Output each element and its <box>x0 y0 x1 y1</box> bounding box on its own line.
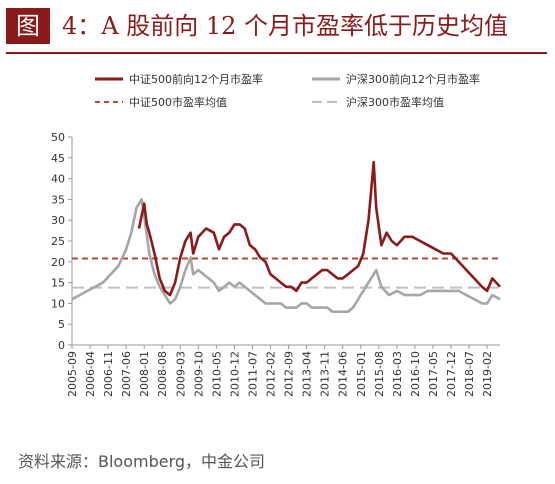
y-tick-label: 10 <box>51 297 65 310</box>
title-divider <box>6 52 547 54</box>
y-tick-label: 45 <box>51 152 65 165</box>
y-tick-label: 5 <box>58 318 65 331</box>
x-tick-label: 2010-05 <box>210 351 223 397</box>
y-tick-label: 35 <box>51 193 65 206</box>
legend-item-csi500: 中证500前向12个月市盈率 <box>95 72 263 86</box>
x-tick-label: 2019-02 <box>481 351 494 397</box>
figure-header: 图 4：A 股前向 12 个月市盈率低于历史均值 <box>0 0 555 54</box>
x-tick-label: 2013-04 <box>301 351 314 397</box>
legend-item-hs300: 沪深300前向12个月市盈率 <box>312 72 480 86</box>
x-tick-label: 2008-08 <box>156 351 169 397</box>
x-tick-label: 2017-05 <box>427 351 440 397</box>
x-tick-label: 2009-10 <box>192 351 205 397</box>
chart-axes <box>68 136 500 349</box>
series-lines <box>71 160 501 313</box>
reference-lines <box>72 257 500 289</box>
x-tick-label: 2008-01 <box>138 351 151 397</box>
y-tick-label: 15 <box>51 277 65 290</box>
y-tick-label: 30 <box>51 214 65 227</box>
x-tick-label: 2016-03 <box>391 351 404 397</box>
y-tick-label: 20 <box>51 256 65 269</box>
x-tick-labels: 2005-09 2006-04 2006-11 2007-06 2008-01 2008-… <box>66 351 494 397</box>
x-tick-label: 2007-06 <box>120 351 133 397</box>
source-note: 资料来源：Bloomberg，中金公司 <box>18 452 266 471</box>
x-tick-label: 2010-12 <box>228 351 241 397</box>
y-tick-labels: 0 5 10 15 20 25 30 35 40 45 50 <box>51 131 65 352</box>
y-tick-label: 50 <box>51 131 65 144</box>
x-tick-label: 2016-10 <box>409 351 422 397</box>
x-tick-label: 2013-11 <box>319 351 332 397</box>
x-tick-label: 2012-09 <box>283 351 296 397</box>
x-tick-label: 2006-04 <box>84 351 97 397</box>
x-tick-label: 2014-06 <box>337 351 350 397</box>
x-tick-label: 2017-12 <box>445 351 458 397</box>
y-tick-label: 40 <box>51 173 65 186</box>
x-tick-label: 2009-03 <box>174 351 187 397</box>
legend-item-hs300-mean: 沪深300市盈率均值 <box>312 95 444 109</box>
legend-label: 沪深300前向12个月市盈率 <box>346 72 480 86</box>
series-line-csi500 <box>137 160 501 297</box>
legend-label: 沪深300市盈率均值 <box>346 95 444 109</box>
figure-badge: 图 <box>6 8 50 44</box>
series-line-hs300 <box>71 198 501 313</box>
x-tick-label: 2018-07 <box>463 351 476 397</box>
x-tick-label: 2015-01 <box>355 351 368 397</box>
x-tick-label: 2012-02 <box>265 351 278 397</box>
figure-title: 4：A 股前向 12 个月市盈率低于历史均值 <box>62 12 509 40</box>
legend-item-csi500-mean: 中证500市盈率均值 <box>95 95 227 109</box>
legend-label: 中证500市盈率均值 <box>129 95 227 109</box>
legend-label: 中证500前向12个月市盈率 <box>129 72 263 86</box>
x-tick-label: 2015-08 <box>373 351 386 397</box>
x-tick-label: 2011-07 <box>246 351 259 397</box>
x-tick-label: 2005-09 <box>66 351 79 397</box>
y-tick-label: 25 <box>51 235 65 248</box>
y-tick-label: 0 <box>58 339 65 352</box>
x-tick-label: 2006-11 <box>102 351 115 397</box>
